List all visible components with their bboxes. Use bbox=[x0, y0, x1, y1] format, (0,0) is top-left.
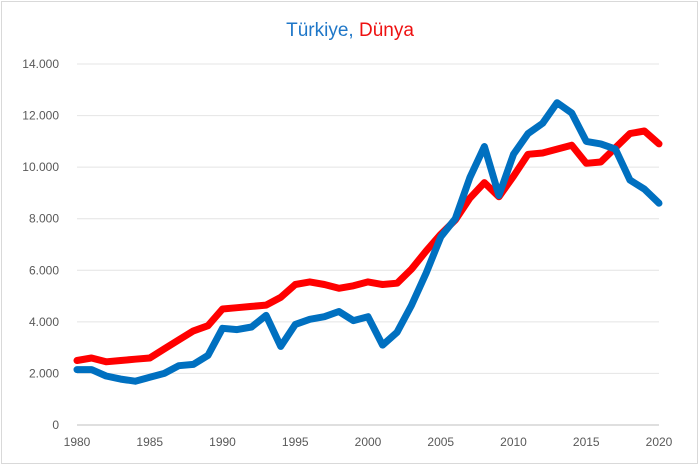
x-tick-label: 2015 bbox=[573, 435, 600, 449]
y-tick-label: 12.000 bbox=[22, 109, 59, 123]
series-lines bbox=[73, 99, 663, 385]
gridlines bbox=[77, 63, 659, 426]
x-tick-label: 2005 bbox=[427, 435, 454, 449]
title-separator: , bbox=[348, 20, 359, 41]
y-tick-label: 6.000 bbox=[29, 263, 59, 277]
y-tick-label: 10.000 bbox=[22, 160, 59, 174]
y-tick-label: 2.000 bbox=[29, 366, 59, 380]
x-tick-label: 2000 bbox=[355, 435, 382, 449]
y-tick-label: 8.000 bbox=[29, 212, 59, 226]
x-tick-label: 2020 bbox=[646, 435, 673, 449]
x-tick-label: 1995 bbox=[282, 435, 309, 449]
x-tick-label: 1980 bbox=[64, 435, 91, 449]
y-axis: 0 2.000 4.000 6.000 8.000 10.000 12.000 14.000 bbox=[22, 57, 59, 432]
y-tick-label: 0 bbox=[52, 418, 59, 432]
x-axis: 1980 1985 1990 1995 2000 2005 2010 2015 2020 bbox=[64, 435, 673, 449]
title-dunya: Dünya bbox=[358, 20, 414, 41]
title-turkiye: Türkiye bbox=[286, 20, 349, 41]
y-tick-label: 14.000 bbox=[22, 57, 59, 71]
chart-title: Türkiye, Dünya bbox=[0, 20, 700, 42]
series-line-dunya bbox=[73, 127, 663, 366]
x-tick-label: 2010 bbox=[500, 435, 527, 449]
y-tick-label: 4.000 bbox=[29, 315, 59, 329]
x-tick-label: 1990 bbox=[209, 435, 236, 449]
series-line-turkiye bbox=[73, 99, 663, 385]
x-tick-label: 1985 bbox=[136, 435, 163, 449]
